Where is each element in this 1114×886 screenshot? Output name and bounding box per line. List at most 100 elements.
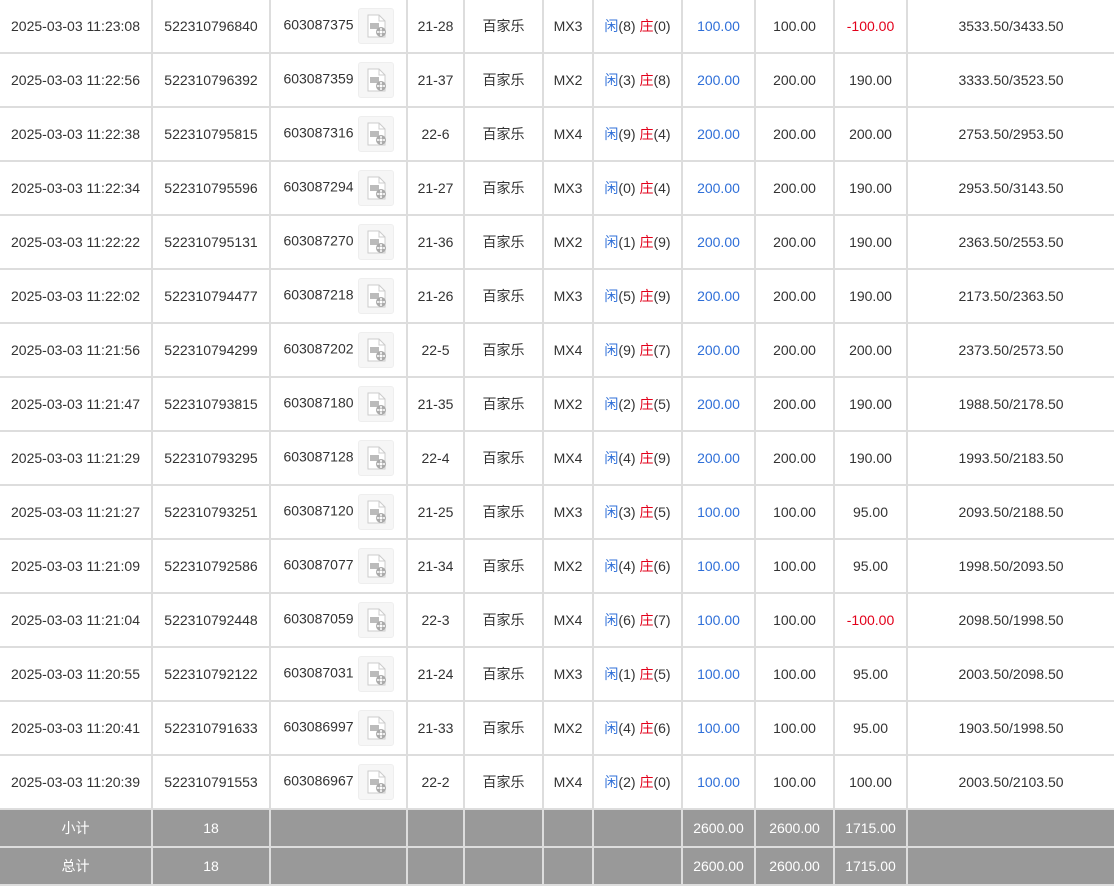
subtotal-label: 小计 — [0, 809, 153, 848]
player-label: 闲 — [604, 342, 619, 358]
win-loss: 95.00 — [834, 647, 908, 702]
room: MX4 — [543, 755, 594, 810]
room: MX2 — [543, 377, 594, 432]
bet-amount: 100.00 — [682, 539, 756, 594]
banker-score: 9 — [658, 450, 666, 466]
bet-time: 2025-03-03 11:21:29 — [0, 431, 153, 486]
total-label: 总计 — [0, 847, 153, 886]
video-replay-icon[interactable] — [357, 494, 394, 530]
valid-bet: 100.00 — [755, 647, 835, 702]
win-loss: -100.00 — [834, 593, 908, 648]
round-cell: 603087077 — [270, 539, 408, 594]
valid-bet: 100.00 — [755, 485, 835, 540]
round-number: 603087294 — [283, 178, 354, 195]
bet-amount: 200.00 — [682, 107, 756, 162]
game-type: 百家乐 — [464, 593, 544, 648]
valid-bet: 100.00 — [755, 0, 835, 54]
video-replay-icon[interactable] — [357, 8, 394, 44]
room: MX4 — [543, 431, 594, 486]
result-cell: 闲(6) 庄(7) — [593, 593, 683, 648]
game-type: 百家乐 — [464, 701, 544, 756]
win-loss: 95.00 — [834, 539, 908, 594]
round-number: 603087359 — [283, 70, 354, 87]
video-replay-icon[interactable] — [357, 62, 394, 98]
table-number: 21-33 — [407, 701, 465, 756]
round-number: 603087218 — [283, 286, 354, 303]
bet-time: 2025-03-03 11:20:55 — [0, 647, 153, 702]
balance-before-after: 1903.50/1998.50 — [907, 701, 1114, 756]
result-cell: 闲(1) 庄(9) — [593, 215, 683, 270]
game-type: 百家乐 — [464, 431, 544, 486]
video-replay-icon[interactable] — [357, 602, 394, 638]
win-loss: 200.00 — [834, 323, 908, 378]
player-label: 闲 — [604, 558, 619, 574]
video-replay-icon[interactable] — [357, 710, 394, 746]
table-number: 21-37 — [407, 53, 465, 108]
video-replay-icon[interactable] — [357, 548, 394, 584]
bet-amount: 100.00 — [682, 0, 756, 54]
player-label: 闲 — [604, 504, 619, 520]
table-number: 22-4 — [407, 431, 465, 486]
win-loss: 95.00 — [834, 701, 908, 756]
player-label: 闲 — [604, 234, 619, 250]
valid-bet: 200.00 — [755, 323, 835, 378]
bet-time: 2025-03-03 11:21:27 — [0, 485, 153, 540]
result-cell: 闲(9) 庄(4) — [593, 107, 683, 162]
table-row: 2025-03-03 11:22:56 522310796392 603087359… — [0, 53, 1114, 108]
player-label: 闲 — [604, 720, 619, 736]
banker-label: 庄 — [639, 612, 654, 628]
order-number: 522310796840 — [152, 0, 271, 54]
round-number: 603087120 — [283, 502, 354, 519]
table-row: 2025-03-03 11:22:22 522310795131 603087270… — [0, 215, 1114, 270]
bet-time: 2025-03-03 11:22:22 — [0, 215, 153, 270]
table-number: 21-28 — [407, 0, 465, 54]
video-replay-icon[interactable] — [357, 278, 394, 314]
video-replay-icon[interactable] — [357, 224, 394, 260]
video-replay-icon[interactable] — [357, 386, 394, 422]
banker-score: 7 — [658, 612, 666, 628]
win-loss: 190.00 — [834, 269, 908, 324]
table-number: 21-27 — [407, 161, 465, 216]
bet-amount: 100.00 — [682, 647, 756, 702]
valid-bet: 200.00 — [755, 53, 835, 108]
video-replay-icon[interactable] — [357, 764, 394, 800]
subtotal-row: 小计 18 2600.00 2600.00 1715.00 — [0, 809, 1114, 848]
bet-amount: 100.00 — [682, 593, 756, 648]
video-replay-icon[interactable] — [357, 440, 394, 476]
video-replay-icon[interactable] — [357, 332, 394, 368]
table-row: 2025-03-03 11:21:56 522310794299 603087202… — [0, 323, 1114, 378]
video-replay-icon[interactable] — [357, 656, 394, 692]
order-number: 522310792448 — [152, 593, 271, 648]
round-cell: 603087270 — [270, 215, 408, 270]
bet-time: 2025-03-03 11:21:47 — [0, 377, 153, 432]
round-cell: 603087202 — [270, 323, 408, 378]
banker-score: 5 — [658, 396, 666, 412]
order-number: 522310793815 — [152, 377, 271, 432]
video-replay-icon[interactable] — [357, 170, 394, 206]
room: MX3 — [543, 161, 594, 216]
total-win: 1715.00 — [834, 847, 908, 886]
bet-time: 2025-03-03 11:20:39 — [0, 755, 153, 810]
banker-label: 庄 — [639, 666, 654, 682]
banker-score: 0 — [658, 774, 666, 790]
player-label: 闲 — [604, 450, 619, 466]
result-cell: 闲(5) 庄(9) — [593, 269, 683, 324]
bet-amount: 200.00 — [682, 269, 756, 324]
bet-time: 2025-03-03 11:21:04 — [0, 593, 153, 648]
game-type: 百家乐 — [464, 0, 544, 54]
video-replay-icon[interactable] — [357, 116, 394, 152]
balance-before-after: 1998.50/2093.50 — [907, 539, 1114, 594]
table-number: 22-3 — [407, 593, 465, 648]
result-cell: 闲(4) 庄(6) — [593, 539, 683, 594]
round-cell: 603086967 — [270, 755, 408, 810]
room: MX3 — [543, 485, 594, 540]
round-number: 603087202 — [283, 340, 354, 357]
player-label: 闲 — [604, 72, 619, 88]
win-loss: -100.00 — [834, 0, 908, 54]
table-row: 2025-03-03 11:20:39 522310791553 603086967… — [0, 755, 1114, 810]
player-score: 3 — [623, 504, 631, 520]
bet-amount: 200.00 — [682, 215, 756, 270]
balance-before-after: 2953.50/3143.50 — [907, 161, 1114, 216]
table-number: 21-25 — [407, 485, 465, 540]
round-cell: 603086997 — [270, 701, 408, 756]
